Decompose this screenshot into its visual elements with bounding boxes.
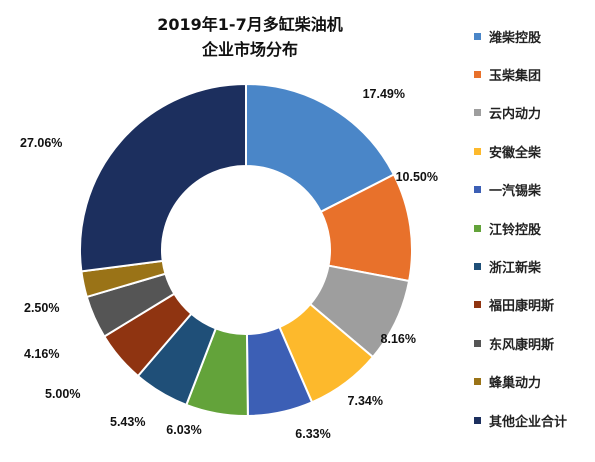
legend-item-5: 一汽锡柴: [474, 180, 541, 200]
slices-group: [79, 82, 413, 418]
labels-group: 17.49% 10.50% 8.16% 7.34% 6.33% 6.03% 5.43% 5.0…: [20, 87, 438, 441]
data-label-8: 5.00%: [45, 387, 80, 401]
chart-title-line-1: 2019年1-7月多缸柴油机: [157, 15, 343, 34]
legend-swatch: [474, 147, 481, 155]
legend-item-3: 云内动力: [474, 103, 541, 123]
legend-item-7: 浙江新柴: [474, 256, 541, 276]
legend-label: 潍柴控股: [489, 30, 542, 46]
legend-item-1: 潍柴控股: [474, 26, 541, 46]
chart-title-line-2: 企业市场分布: [201, 40, 298, 59]
chart-title: 2019年1-7月多缸柴油机 企业市场分布: [150, 12, 350, 62]
data-label-10: 2.50%: [24, 301, 59, 315]
legend-swatch: [474, 301, 481, 309]
legend-label: 玉柴集团: [489, 68, 542, 84]
legend-label: 江铃控股: [489, 222, 542, 238]
legend-item-11: 其他企业合计: [474, 410, 567, 430]
legend-label: 浙江新柴: [489, 260, 542, 276]
legend-swatch: [474, 378, 481, 386]
legend-item-6: 江铃控股: [474, 218, 541, 238]
legend-item-4: 安徽全柴: [474, 141, 541, 161]
legend-item-8: 福田康明斯: [474, 295, 554, 315]
legend-swatch: [474, 70, 481, 78]
legend-swatch: [474, 186, 481, 194]
legend-label: 一汽锡柴: [489, 184, 542, 200]
data-label-7: 5.43%: [110, 415, 145, 429]
legend-label: 云内动力: [489, 107, 542, 123]
legend-label: 其他企业合计: [489, 414, 568, 430]
legend-item-10: 蜂巢动力: [474, 372, 541, 392]
data-label-11: 27.06%: [20, 136, 62, 150]
legend-swatch: [474, 416, 481, 424]
data-label-3: 8.16%: [381, 332, 416, 346]
legend-item-9: 东风康明斯: [474, 333, 554, 353]
data-label-5: 6.33%: [295, 427, 330, 441]
slice-11: [79, 82, 247, 273]
data-label-6: 6.03%: [166, 423, 201, 437]
legend-label: 蜂巢动力: [489, 376, 542, 392]
data-label-4: 7.34%: [348, 394, 383, 408]
data-label-1: 17.49%: [363, 87, 405, 101]
legend-swatch: [474, 224, 481, 232]
legend-swatch: [474, 339, 481, 347]
legend-swatch: [474, 262, 481, 270]
legend-swatch: [474, 109, 481, 117]
legend-label: 东风康明斯: [489, 337, 555, 353]
legend-swatch: [474, 32, 481, 40]
legend-label: 福田康明斯: [489, 299, 555, 315]
data-label-2: 10.50%: [396, 170, 438, 184]
data-label-9: 4.16%: [24, 347, 59, 361]
legend-label: 安徽全柴: [489, 145, 542, 161]
legend-item-2: 玉柴集团: [474, 64, 541, 84]
